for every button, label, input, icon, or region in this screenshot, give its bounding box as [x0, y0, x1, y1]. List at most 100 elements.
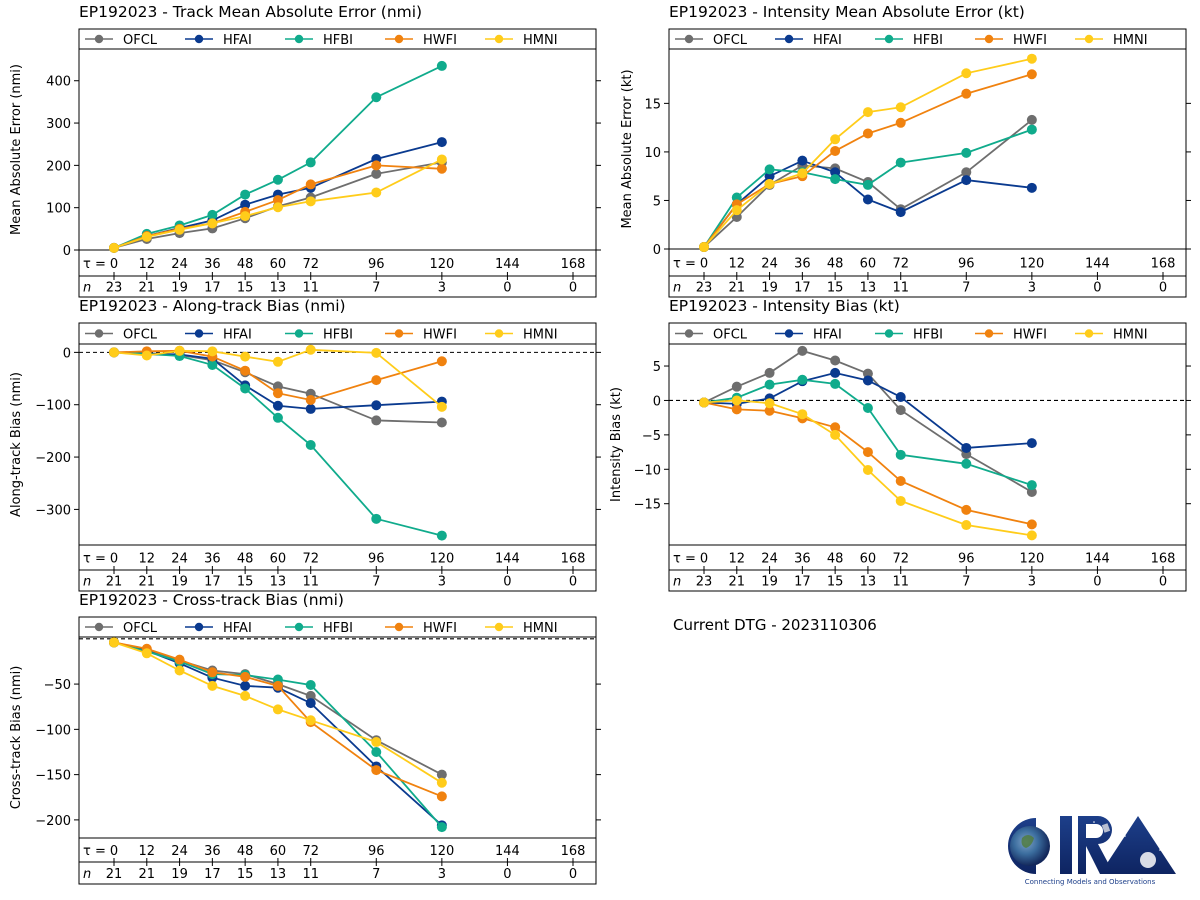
data-point — [371, 160, 382, 171]
chart-track-mae: EP192023 - Track Mean Absolute Error (nm… — [9, 3, 601, 298]
tau-tick-label: 24 — [171, 552, 188, 567]
tau-tick-label: 24 — [761, 257, 778, 272]
series-line — [113, 641, 443, 826]
n-count-label: 21 — [139, 281, 156, 296]
n-count-label: 3 — [1028, 281, 1036, 296]
tau-tick-label: 0 — [700, 257, 708, 272]
legend-item-hfbi: HFBI — [285, 328, 353, 343]
y-tick-label: −100 — [35, 399, 71, 414]
data-point — [436, 60, 447, 71]
data-point — [862, 128, 873, 139]
data-point — [830, 422, 841, 433]
data-point — [305, 179, 316, 190]
data-point — [174, 345, 185, 356]
data-point — [764, 398, 775, 409]
data-point — [961, 175, 972, 186]
y-tick-label: 0 — [653, 243, 661, 258]
tau-label: τ = — [83, 844, 106, 859]
y-axis-label: Mean Absolute Error (kt) — [620, 69, 635, 228]
n-count-label: 3 — [438, 575, 446, 590]
data-point — [272, 174, 283, 185]
legend-marker — [884, 329, 894, 338]
legend-label: HFAI — [223, 621, 252, 636]
data-point — [371, 347, 382, 358]
legend-marker — [94, 34, 104, 44]
n-count-label: 0 — [503, 867, 511, 882]
data-point — [797, 409, 808, 420]
y-axis-label: Mean Absolute Error (nmi) — [9, 64, 24, 235]
data-point — [305, 440, 316, 451]
n-label: n — [83, 867, 91, 882]
y-tick-label: −5 — [642, 429, 661, 444]
n-count-label: 0 — [569, 281, 577, 296]
n-count-label: 19 — [171, 281, 188, 296]
legend-label: HMNI — [523, 621, 558, 636]
data-point — [797, 155, 808, 166]
n-count-label: 15 — [827, 575, 844, 590]
data-point — [1026, 530, 1037, 541]
data-point — [436, 163, 447, 174]
tau-tick-label: 96 — [368, 257, 385, 272]
data-point — [1026, 114, 1037, 125]
n-count-label: 19 — [171, 575, 188, 590]
data-point — [240, 189, 251, 200]
tau-tick-label: 36 — [204, 552, 221, 567]
n-count-label: 13 — [270, 867, 287, 882]
legend-label: OFCL — [713, 328, 748, 343]
n-count-label: 19 — [761, 575, 778, 590]
n-count-label: 7 — [372, 575, 380, 590]
chart-cross-track-bias: EP192023 - Cross-track Bias (nmi) OFCL HFA… — [9, 591, 601, 885]
y-tick-label: −100 — [35, 723, 71, 738]
series-hwfi — [699, 69, 1037, 253]
legend-item-hwfi: HWFI — [385, 621, 457, 636]
data-point — [272, 704, 283, 715]
n-count-label: 19 — [171, 867, 188, 882]
data-point — [830, 367, 841, 378]
legend-label: HFAI — [223, 33, 252, 48]
data-point — [141, 648, 152, 659]
data-point — [305, 690, 316, 701]
tau-tick-label: 144 — [1085, 552, 1110, 567]
y-tick-label: −50 — [44, 678, 71, 693]
n-count-label: 0 — [503, 575, 511, 590]
data-point — [272, 680, 283, 691]
tau-tick-label: 120 — [1019, 552, 1044, 567]
n-count-label: 11 — [892, 281, 909, 296]
legend-label: HWFI — [1013, 328, 1047, 343]
axes-frame — [78, 28, 597, 298]
n-count-label: 13 — [270, 575, 287, 590]
series-line — [113, 65, 443, 249]
legend-item-ofcl: OFCL — [675, 33, 748, 48]
data-point — [895, 117, 906, 128]
tau-tick-label: 48 — [237, 552, 254, 567]
tau-tick-label: 36 — [204, 257, 221, 272]
legend-marker — [394, 329, 404, 338]
tau-tick-label: 0 — [700, 552, 708, 567]
axes-frame — [668, 322, 1187, 592]
n-count-label: 0 — [1093, 575, 1101, 590]
series-line — [113, 641, 443, 798]
y-tick-label: −150 — [35, 769, 71, 784]
tau-tick-label: 36 — [794, 552, 811, 567]
data-point — [699, 242, 709, 253]
data-point — [895, 157, 906, 168]
legend-label: OFCL — [123, 621, 158, 636]
data-point — [797, 345, 808, 356]
chart-title: EP192023 - Intensity Mean Absolute Error… — [669, 3, 1025, 21]
n-count-label: 11 — [302, 281, 319, 296]
legend-label: HMNI — [1113, 33, 1148, 48]
series-hfbi — [109, 347, 447, 541]
tau-tick-label: 48 — [827, 257, 844, 272]
tau-tick-label: 48 — [237, 844, 254, 859]
tau-tick-label: 144 — [495, 257, 520, 272]
data-point — [1026, 182, 1037, 193]
tau-tick-label: 96 — [958, 257, 975, 272]
n-count-label: 11 — [302, 575, 319, 590]
n-count-label: 17 — [204, 281, 221, 296]
legend-label: HFBI — [913, 328, 943, 343]
legend-label: HWFI — [1013, 33, 1047, 48]
tau-tick-label: 72 — [302, 257, 319, 272]
tau-tick-label: 12 — [139, 844, 156, 859]
legend-item-ofcl: OFCL — [85, 621, 158, 636]
n-count-label: 15 — [237, 575, 254, 590]
